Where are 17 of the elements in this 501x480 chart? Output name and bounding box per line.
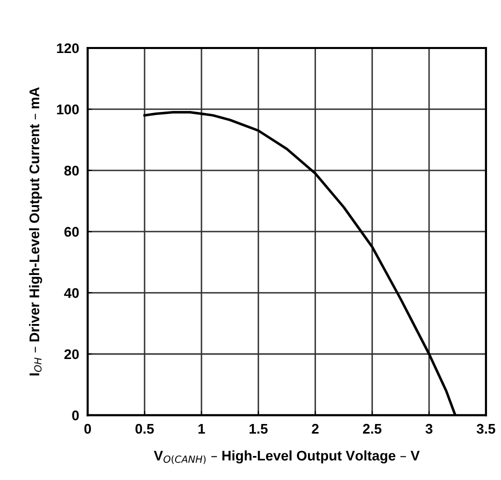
y-tick-label: 20 <box>64 349 79 360</box>
y-tick-label: 120 <box>57 43 79 54</box>
x-axis-title: V$_{O(CANH)}$ – High-Level Output Voltage – V <box>154 450 420 464</box>
y-axis-title: I$_{OH}$ – Driver High-Level Output Current – mA <box>29 87 42 376</box>
x-tick-label: 2 <box>312 424 319 434</box>
y-tick-label: 60 <box>64 226 79 237</box>
y-tick-label: 80 <box>64 166 79 176</box>
x-tick-label: 3 <box>426 424 432 434</box>
x-tick-label: 1.5 <box>250 424 268 434</box>
y-tick-label: 100 <box>57 104 79 114</box>
x-tick-label: 3.5 <box>476 424 496 434</box>
x-tick-label: 0 <box>84 424 91 434</box>
x-tick-label: 2.5 <box>363 424 382 434</box>
x-tick-label: 0.5 <box>135 424 154 434</box>
y-tick-label: 0 <box>72 410 79 420</box>
x-tick-label: 1 <box>198 424 205 434</box>
y-tick-label: 40 <box>64 288 79 298</box>
